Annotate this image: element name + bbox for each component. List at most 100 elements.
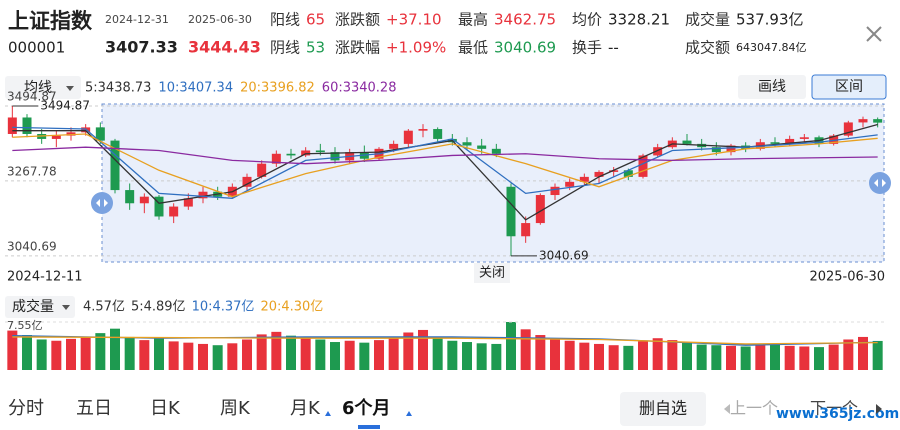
stat-label: 涨跌额 (335, 11, 380, 29)
candle-body (66, 132, 76, 136)
volume-bar (315, 339, 326, 370)
volume-bar (462, 342, 472, 370)
ma-line (12, 126, 878, 199)
volume-bar (286, 335, 296, 370)
stat-value: 3040.69 (494, 39, 556, 57)
candle-body (198, 191, 208, 199)
volume-legend: 10:4.37亿 (192, 300, 255, 315)
candle-body (579, 176, 589, 182)
candle-body (330, 152, 340, 161)
stat-value: 3462.75 (494, 11, 556, 29)
candle-body (7, 117, 17, 134)
x-end-label: 2025-06-30 (809, 270, 885, 285)
volume-bar (36, 339, 47, 370)
handle-arrows (874, 179, 886, 187)
range-handle[interactable] (91, 192, 113, 214)
volume-bar (7, 330, 18, 370)
ma-legend: 5:3438.73 (85, 81, 151, 96)
ma-line (12, 133, 878, 198)
volume-bar (403, 332, 414, 370)
close-icon[interactable] (866, 26, 882, 42)
stat-label: 最高 (458, 11, 488, 29)
tab[interactable]: 6个月 (342, 397, 391, 419)
prev-label[interactable]: 上一个 (730, 399, 778, 418)
range-selection (101, 103, 885, 263)
volume-bar (550, 338, 560, 370)
stat-label: 成交量 (685, 11, 730, 29)
volume-bar (330, 342, 340, 370)
range-button[interactable] (811, 74, 887, 100)
volume-legend: 4.57亿 (83, 300, 125, 315)
candle-body (139, 196, 149, 204)
ma-legend: 60:3340.28 (322, 81, 397, 96)
tab[interactable]: 月K (290, 398, 321, 419)
tab[interactable]: 日K (150, 398, 181, 419)
next-label[interactable]: 下一个 (810, 399, 858, 418)
candle-body (315, 150, 325, 153)
volume-button[interactable] (5, 296, 75, 318)
candle-body (169, 206, 179, 217)
volume-bar (95, 333, 106, 370)
volume-bar (579, 342, 590, 370)
volume-bar (784, 345, 795, 370)
candle-body (51, 135, 61, 139)
start-date: 2024-12-31 (105, 13, 169, 26)
volume-bar (66, 338, 76, 370)
candle-body (95, 127, 105, 141)
candle-body (521, 223, 531, 237)
candle-body (594, 171, 604, 177)
stat-value: 53 (306, 39, 325, 57)
volume-button-label: 成交量 (12, 298, 54, 315)
volume-bar (652, 338, 663, 370)
candle-body (257, 163, 267, 177)
tab[interactable]: 五日 (76, 398, 112, 419)
tab[interactable]: 周K (220, 398, 251, 419)
annotation-label: 3494.87 (40, 98, 90, 112)
stat-value: 537.93亿 (736, 11, 804, 29)
volume-bar (594, 343, 604, 370)
delete-label: 删自选 (639, 399, 687, 418)
candle-body (873, 119, 883, 123)
y-tick-label: 3040.69 (7, 239, 57, 253)
candle-body (110, 140, 120, 191)
volume-bar (623, 345, 634, 370)
candle-body (506, 186, 516, 237)
candle-body (125, 190, 135, 204)
start-price: 3407.33 (105, 38, 178, 57)
volume-bar (476, 343, 487, 370)
active-tab-underline (358, 425, 380, 429)
volume-bar (520, 329, 531, 370)
close-range-button[interactable] (474, 263, 510, 283)
volume-bar (183, 342, 194, 370)
candle-body (433, 129, 443, 139)
stat-label: 成交额 (685, 39, 730, 57)
tab[interactable]: 分时 (8, 398, 44, 419)
ma-legend: 20:3396.82 (240, 81, 315, 96)
close-range-label: 关闭 (479, 266, 505, 281)
volume-bar (388, 336, 399, 370)
volume-bar (872, 340, 883, 370)
candle-body (389, 143, 399, 149)
stat-value: 3328.21 (608, 11, 670, 29)
volume-bar (564, 340, 575, 370)
draw-button[interactable] (738, 75, 806, 99)
volume-bar (51, 340, 62, 370)
volume-bar (256, 334, 267, 370)
volume-bar (139, 340, 150, 370)
volume-bar (212, 345, 223, 370)
volume-bar (447, 340, 458, 370)
volume-bar (242, 339, 252, 370)
volume-bar (300, 338, 311, 370)
volume-bar (374, 340, 384, 370)
stat-label: 均价 (572, 11, 602, 29)
range-handle[interactable] (869, 172, 891, 194)
volume-bar (359, 342, 370, 370)
ma-button[interactable] (5, 76, 81, 99)
volume-bar (696, 344, 707, 370)
volume-bar (271, 331, 282, 370)
prev-arrow (724, 404, 730, 414)
volume-bar (154, 338, 164, 370)
delete-button[interactable] (620, 392, 706, 426)
index-name: 上证指数 (8, 9, 93, 33)
